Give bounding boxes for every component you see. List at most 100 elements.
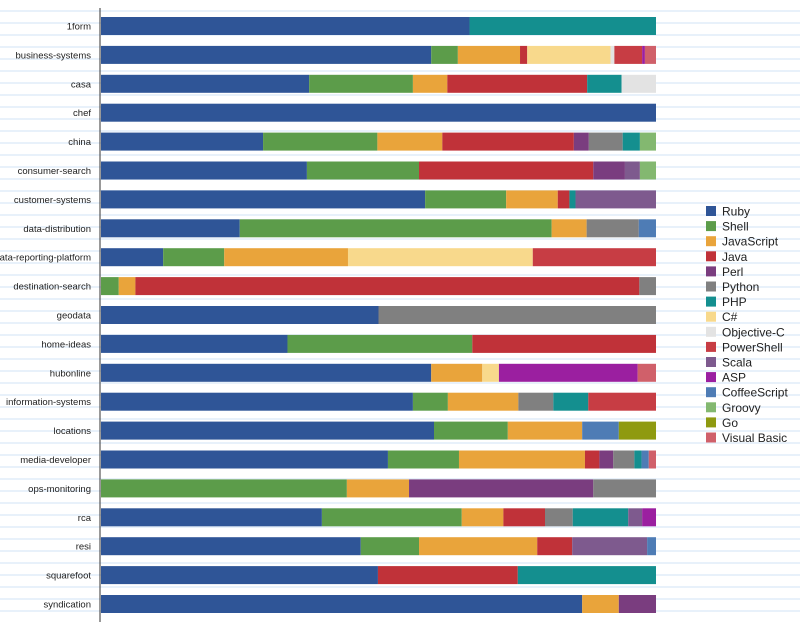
- legend-swatch-ruby: [706, 206, 716, 216]
- bar-segment-geodata-ruby: [101, 306, 379, 324]
- category-label-information-systems: information-systems: [6, 397, 91, 408]
- bar-segment-syndication-perl: [618, 595, 657, 613]
- bar-segment-hubonline-javascript: [431, 363, 483, 382]
- bar-segment-locations-ruby: [101, 421, 434, 440]
- legend-swatch-python: [706, 281, 716, 292]
- legend-swatch-javascript: [706, 236, 716, 247]
- bar-segment-information-systems-python: [518, 392, 554, 411]
- legend-label-scala: Scala: [722, 356, 752, 370]
- bar-segment-information-systems-powershell: [588, 392, 656, 411]
- bar-segment-information-systems-php: [553, 392, 589, 411]
- bar-segment-media-developer-perl: [599, 450, 614, 469]
- category-labels: 1form business-systems casa chef china consum…: [0, 22, 92, 611]
- bar-segment-china-php: [622, 132, 640, 151]
- legend-swatch-asp: [706, 372, 716, 383]
- bar-segment-resi-java: [537, 537, 573, 556]
- bar-segment-casa-objective-c: [621, 74, 656, 93]
- bar-segment-squarefoot-ruby: [101, 566, 378, 585]
- bar-segment-rca-java: [503, 508, 546, 527]
- bar-segment-data-distribution-shell: [239, 219, 552, 238]
- bar-segment-business-systems-c: [527, 45, 611, 64]
- legend-swatch-groovy: [706, 402, 716, 413]
- category-label-syndication: syndication: [43, 600, 91, 611]
- bar-segment-data-distribution-javascript: [551, 219, 587, 238]
- bar-segment-business-systems-ruby: [101, 45, 432, 64]
- legend-swatch-c: [706, 311, 716, 322]
- bar-segment-business-systems-objective-c: [610, 45, 615, 64]
- bar-segment-casa-shell: [309, 74, 413, 93]
- bar-segment-business-systems-javascript: [457, 45, 521, 64]
- bar-segment-rca-ruby: [101, 508, 322, 527]
- bar-segment-home-ideas-java: [472, 334, 657, 353]
- bar-segment-resi-javascript: [419, 537, 538, 556]
- category-label-geodata: geodata: [57, 311, 92, 322]
- category-label-data-reporting-platform: data-reporting-platform: [0, 253, 91, 264]
- category-label-media-developer: media-developer: [20, 455, 91, 466]
- bar-segment-china-shell: [263, 132, 378, 151]
- bar-segment-data-reporting-platform-ruby: [101, 248, 164, 267]
- bar-segment-resi-coffeescript: [647, 537, 656, 556]
- category-label-rca: rca: [78, 513, 92, 524]
- legend-label-asp: ASP: [722, 371, 746, 385]
- legend-label-javascript: JavaScript: [722, 235, 779, 249]
- bar-segment-media-developer-java: [584, 450, 600, 469]
- legend-label-objective-c: Objective-C: [722, 325, 785, 339]
- bar-segment-consumer-search-groovy: [639, 161, 657, 180]
- legend-swatch-coffeescript: [706, 387, 716, 398]
- bar-segment-locations-go: [618, 421, 657, 440]
- bar-segment-data-reporting-platform-c: [347, 248, 533, 267]
- bar-segment-media-developer-python: [613, 450, 635, 469]
- category-label-casa: casa: [71, 79, 92, 90]
- bar-segment-customer-systems-scala: [575, 190, 656, 209]
- category-label-chef: chef: [73, 108, 91, 119]
- bar-segment-data-distribution-coffeescript: [638, 219, 656, 238]
- bar-segment-consumer-search-ruby: [101, 161, 307, 180]
- bar-segment-1form-ruby: [101, 17, 470, 35]
- bar-segment-china-ruby: [101, 132, 264, 151]
- bar-segment-data-distribution-ruby: [101, 219, 240, 238]
- bar-segment-rca-scala: [628, 508, 643, 527]
- legend-label-python: Python: [722, 280, 759, 294]
- legend-label-shell: Shell: [722, 220, 749, 234]
- bar-segment-hubonline-visual-basic: [637, 363, 656, 382]
- legend-swatch-objective-c: [706, 326, 716, 337]
- bar-segment-locations-javascript: [507, 421, 583, 440]
- bar-segment-china-java: [442, 132, 574, 151]
- bar-segment-media-developer-php: [634, 450, 642, 469]
- bar-segment-rca-javascript: [461, 508, 504, 527]
- bar-segment-casa-ruby: [101, 74, 310, 93]
- bar-segment-geodata-python: [378, 306, 656, 324]
- bar-segment-media-developer-javascript: [458, 450, 585, 469]
- bar-segment-china-javascript: [377, 132, 443, 151]
- bar-segment-data-reporting-platform-powershell: [532, 248, 656, 267]
- legend-swatch-powershell: [706, 341, 716, 352]
- legend: RubyShellJavaScriptJavaPerlPythonPHPC#Ob…: [706, 205, 788, 445]
- legend-swatch-java: [706, 251, 716, 262]
- bar-segment-customer-systems-ruby: [101, 190, 426, 209]
- legend-label-java: Java: [722, 250, 748, 264]
- bar-segment-casa-javascript: [412, 74, 448, 93]
- bar-segment-chef-ruby: [101, 103, 656, 122]
- bar-segment-hubonline-ruby: [101, 363, 432, 382]
- bar-segment-information-systems-ruby: [101, 392, 413, 411]
- bar-segment-casa-java: [447, 74, 588, 93]
- bar-segment-rca-shell: [321, 508, 462, 527]
- category-label-destination-search: destination-search: [13, 282, 91, 293]
- legend-label-groovy: Groovy: [722, 401, 761, 415]
- bar-segment-china-perl: [573, 132, 589, 151]
- legend-label-c: C#: [722, 310, 738, 324]
- legend-swatch-shell: [706, 221, 716, 232]
- bar-segment-customer-systems-java: [557, 190, 570, 209]
- category-label-data-distribution: data-distribution: [23, 224, 91, 235]
- bar-segment-media-developer-coffeescript: [641, 450, 649, 469]
- category-label-resi: resi: [76, 542, 91, 553]
- bar-segment-consumer-search-scala: [624, 161, 640, 180]
- category-label-locations: locations: [54, 426, 92, 437]
- bar-segment-consumer-search-perl: [593, 161, 625, 180]
- bar-segment-destination-search-python: [639, 277, 656, 296]
- category-label-ops-monitoring: ops-monitoring: [28, 484, 91, 495]
- bars-group: [101, 17, 657, 613]
- bar-segment-media-developer-visual-basic: [648, 450, 656, 469]
- bar-segment-squarefoot-java: [377, 566, 518, 585]
